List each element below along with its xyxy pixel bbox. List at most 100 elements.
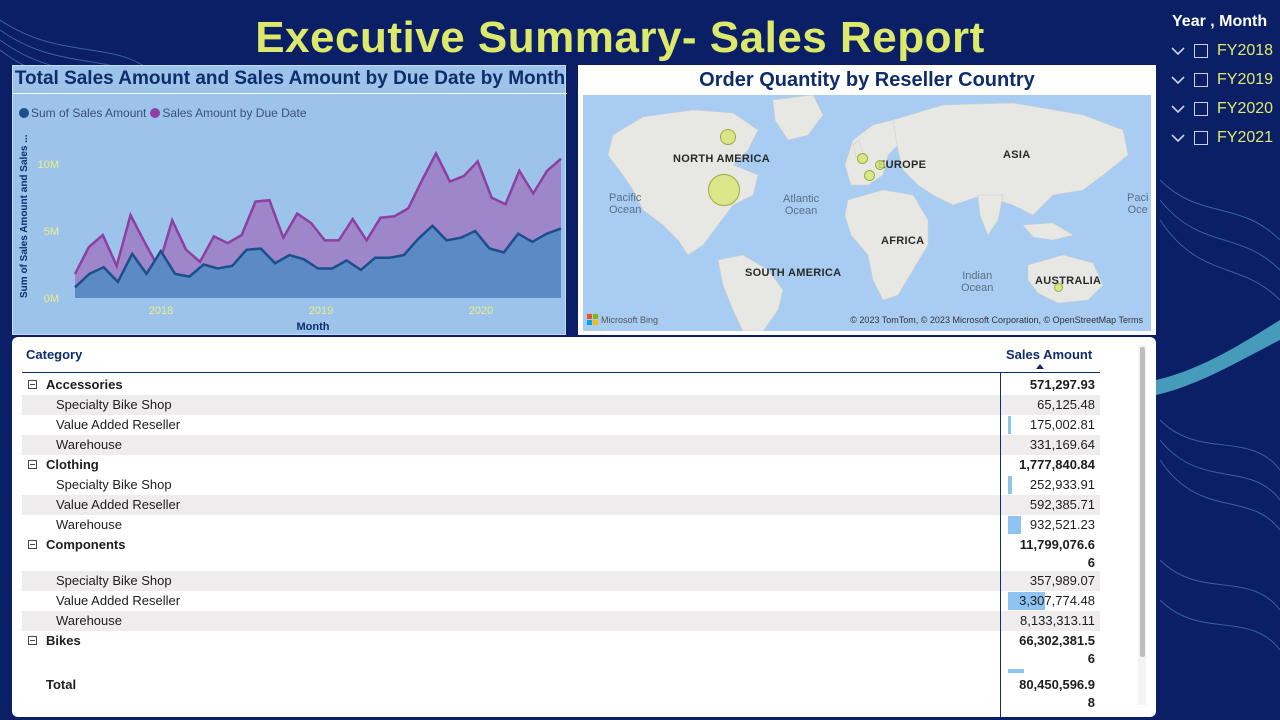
category-cell: Warehouse [56,437,122,452]
category-cell: Specialty Bike Shop [56,477,172,492]
legend-label: Sum of Sales Amount [31,106,147,120]
label-australia: AUSTRALIA [1035,275,1102,287]
microsoft-logo-icon [587,314,598,325]
slicer-item-fy2021[interactable]: FY2021 [1164,123,1276,152]
bubble-canada[interactable] [720,129,736,145]
sales-line-chart[interactable]: Total Sales Amount and Sales Amount by D… [12,65,567,335]
collapse-icon[interactable] [28,636,37,645]
table-row[interactable]: Warehouse 932,521.23 [22,515,1100,535]
table-row[interactable]: Value Added Reseller 3,307,774.48 [22,591,1100,611]
year-month-slicer[interactable]: Year , Month FY2018 FY2019 FY2020 FY2021 [1164,8,1276,152]
sales-amount-cell: 331,169.64 [1029,437,1095,452]
slicer-item-label: FY2021 [1217,128,1274,146]
y-tick-label: 0M [44,293,59,305]
series-sales-line[interactable] [74,223,562,289]
map-canvas[interactable]: NORTH AMERICA EUROPE ASIA AFRICA SOUTH A… [583,95,1151,331]
label-south-america: SOUTH AMERICA [745,267,842,279]
category-cell: Bikes [46,633,81,648]
legend-label: Sales Amount by Due Date [162,106,307,120]
category-cell: Value Added Reseller [56,497,181,512]
table-row[interactable]: Warehouse 8,133,313.11 [22,611,1100,631]
label-pacific-ocean: Pacific Ocean [609,192,642,216]
reseller-country-map[interactable]: Order Quantity by Reseller Country [578,65,1156,335]
category-cell: Accessories [46,377,123,392]
column-divider [1000,373,1001,717]
checkbox[interactable] [1194,101,1208,116]
collapse-icon[interactable] [28,540,37,549]
slicer-item-fy2019[interactable]: FY2019 [1164,65,1276,94]
column-header-sales-amount[interactable]: Sales Amount [1006,347,1093,362]
sales-amount-cell: 8,133,313.11 [1020,613,1095,628]
checkbox[interactable] [1194,72,1208,87]
chevron-down-icon[interactable] [1168,41,1188,61]
bubble-france[interactable] [864,170,875,181]
legend-item-due-date[interactable]: Sales Amount by Due Date [150,106,307,120]
legend-dot-icon [19,108,29,118]
sales-amount-cell: 66,302,381.5 6 [1019,633,1095,666]
category-cell: Value Added Reseller [56,417,181,432]
label-africa: AFRICA [881,235,925,247]
table-row[interactable]: Specialty Bike Shop 252,933.91 [22,475,1100,495]
slicer-item-fy2020[interactable]: FY2020 [1164,94,1276,123]
report-title: Executive Summary- Sales Report [255,13,985,62]
data-bar [1008,476,1012,494]
label-north-america: NORTH AMERICA [673,153,770,165]
sales-amount-cell: 65,125.48 [1037,397,1095,412]
sales-amount-cell: 252,933.91 [1029,477,1095,492]
collapse-icon[interactable] [28,380,37,389]
collapse-icon[interactable] [28,460,37,469]
chevron-down-icon[interactable] [1168,70,1188,90]
data-bar [1008,416,1011,434]
map-attribution[interactable]: © 2023 TomTom, © 2023 Microsoft Corporat… [850,315,1143,325]
bubble-united-states[interactable] [708,174,740,206]
checkbox[interactable] [1194,43,1208,58]
category-cell: Components [46,537,126,552]
bubble-united-kingdom[interactable] [857,153,868,164]
category-cell: Specialty Bike Shop [56,397,172,412]
column-header-category[interactable]: Category [26,347,83,362]
label-indian-ocean: Indian Ocean [961,270,994,294]
chart-legend[interactable]: Sum of Sales Amount Sales Amount by Due … [19,106,311,120]
series-sales-area [75,225,561,298]
header-divider [22,372,1100,373]
slicer-item-label: FY2019 [1217,70,1274,88]
sort-ascending-icon[interactable] [1036,364,1044,369]
table-row[interactable]: Specialty Bike Shop 65,125.48 [22,395,1100,415]
sales-amount-cell: 357,989.07 [1029,573,1095,588]
slicer-header: Year , Month [1172,13,1268,30]
line-chart-plot: 0M 5M 10M 2018 2019 2020 Month Sum of Sales Amo… [19,134,562,333]
y-tick-label: 10M [38,159,59,171]
label-pacific-ocean-east: Paci Oce [1127,192,1149,216]
checkbox[interactable] [1194,130,1208,145]
x-tick-label: 2019 [309,305,333,317]
sales-amount-cell: 932,521.23 [1029,517,1095,532]
world-landmass [607,95,1129,331]
chevron-down-icon[interactable] [1168,128,1188,148]
table-group-row[interactable]: Accessories 571,297.93 [22,375,1100,395]
table-row[interactable]: Specialty Bike Shop 357,989.07 [22,571,1100,591]
sales-amount-cell: 11,799,076.6 6 [1019,537,1095,570]
table-row[interactable]: Value Added Reseller 175,002.81 [22,415,1100,435]
table-row[interactable]: Warehouse 331,169.64 [22,435,1100,455]
total-amount-cell: 80,450,596.9 8 [1019,677,1095,710]
bubble-australia[interactable] [1054,283,1063,292]
sales-matrix-table[interactable]: Category Sales Amount Accessories 571,297… [12,337,1156,717]
table-group-row[interactable]: Components 11,799,076.6 6 [22,535,1100,571]
data-bar [1008,592,1045,610]
legend-item-sales[interactable]: Sum of Sales Amount [19,106,146,120]
table-total-row: Total 80,450,596.9 8 [22,675,1100,711]
label-atlantic-ocean: Atlantic Ocean [783,193,820,217]
table-group-row[interactable]: Bikes 66,302,381.5 6 [22,631,1100,667]
chevron-down-icon[interactable] [1168,99,1188,119]
line-chart-title: Total Sales Amount and Sales Amount by D… [13,66,567,94]
category-cell: Warehouse [56,517,122,532]
bubble-germany[interactable] [875,160,885,170]
table-group-row[interactable]: Clothing 1,777,840.84 [22,455,1100,475]
table-row[interactable]: Value Added Reseller 592,385.71 [22,495,1100,515]
sales-amount-cell: 1,777,840.84 [1019,457,1095,472]
data-bar [1008,516,1021,534]
x-axis-title: Month [297,321,330,333]
slicer-item-fy2018[interactable]: FY2018 [1164,36,1276,65]
scrollbar-thumb[interactable] [1140,347,1145,657]
